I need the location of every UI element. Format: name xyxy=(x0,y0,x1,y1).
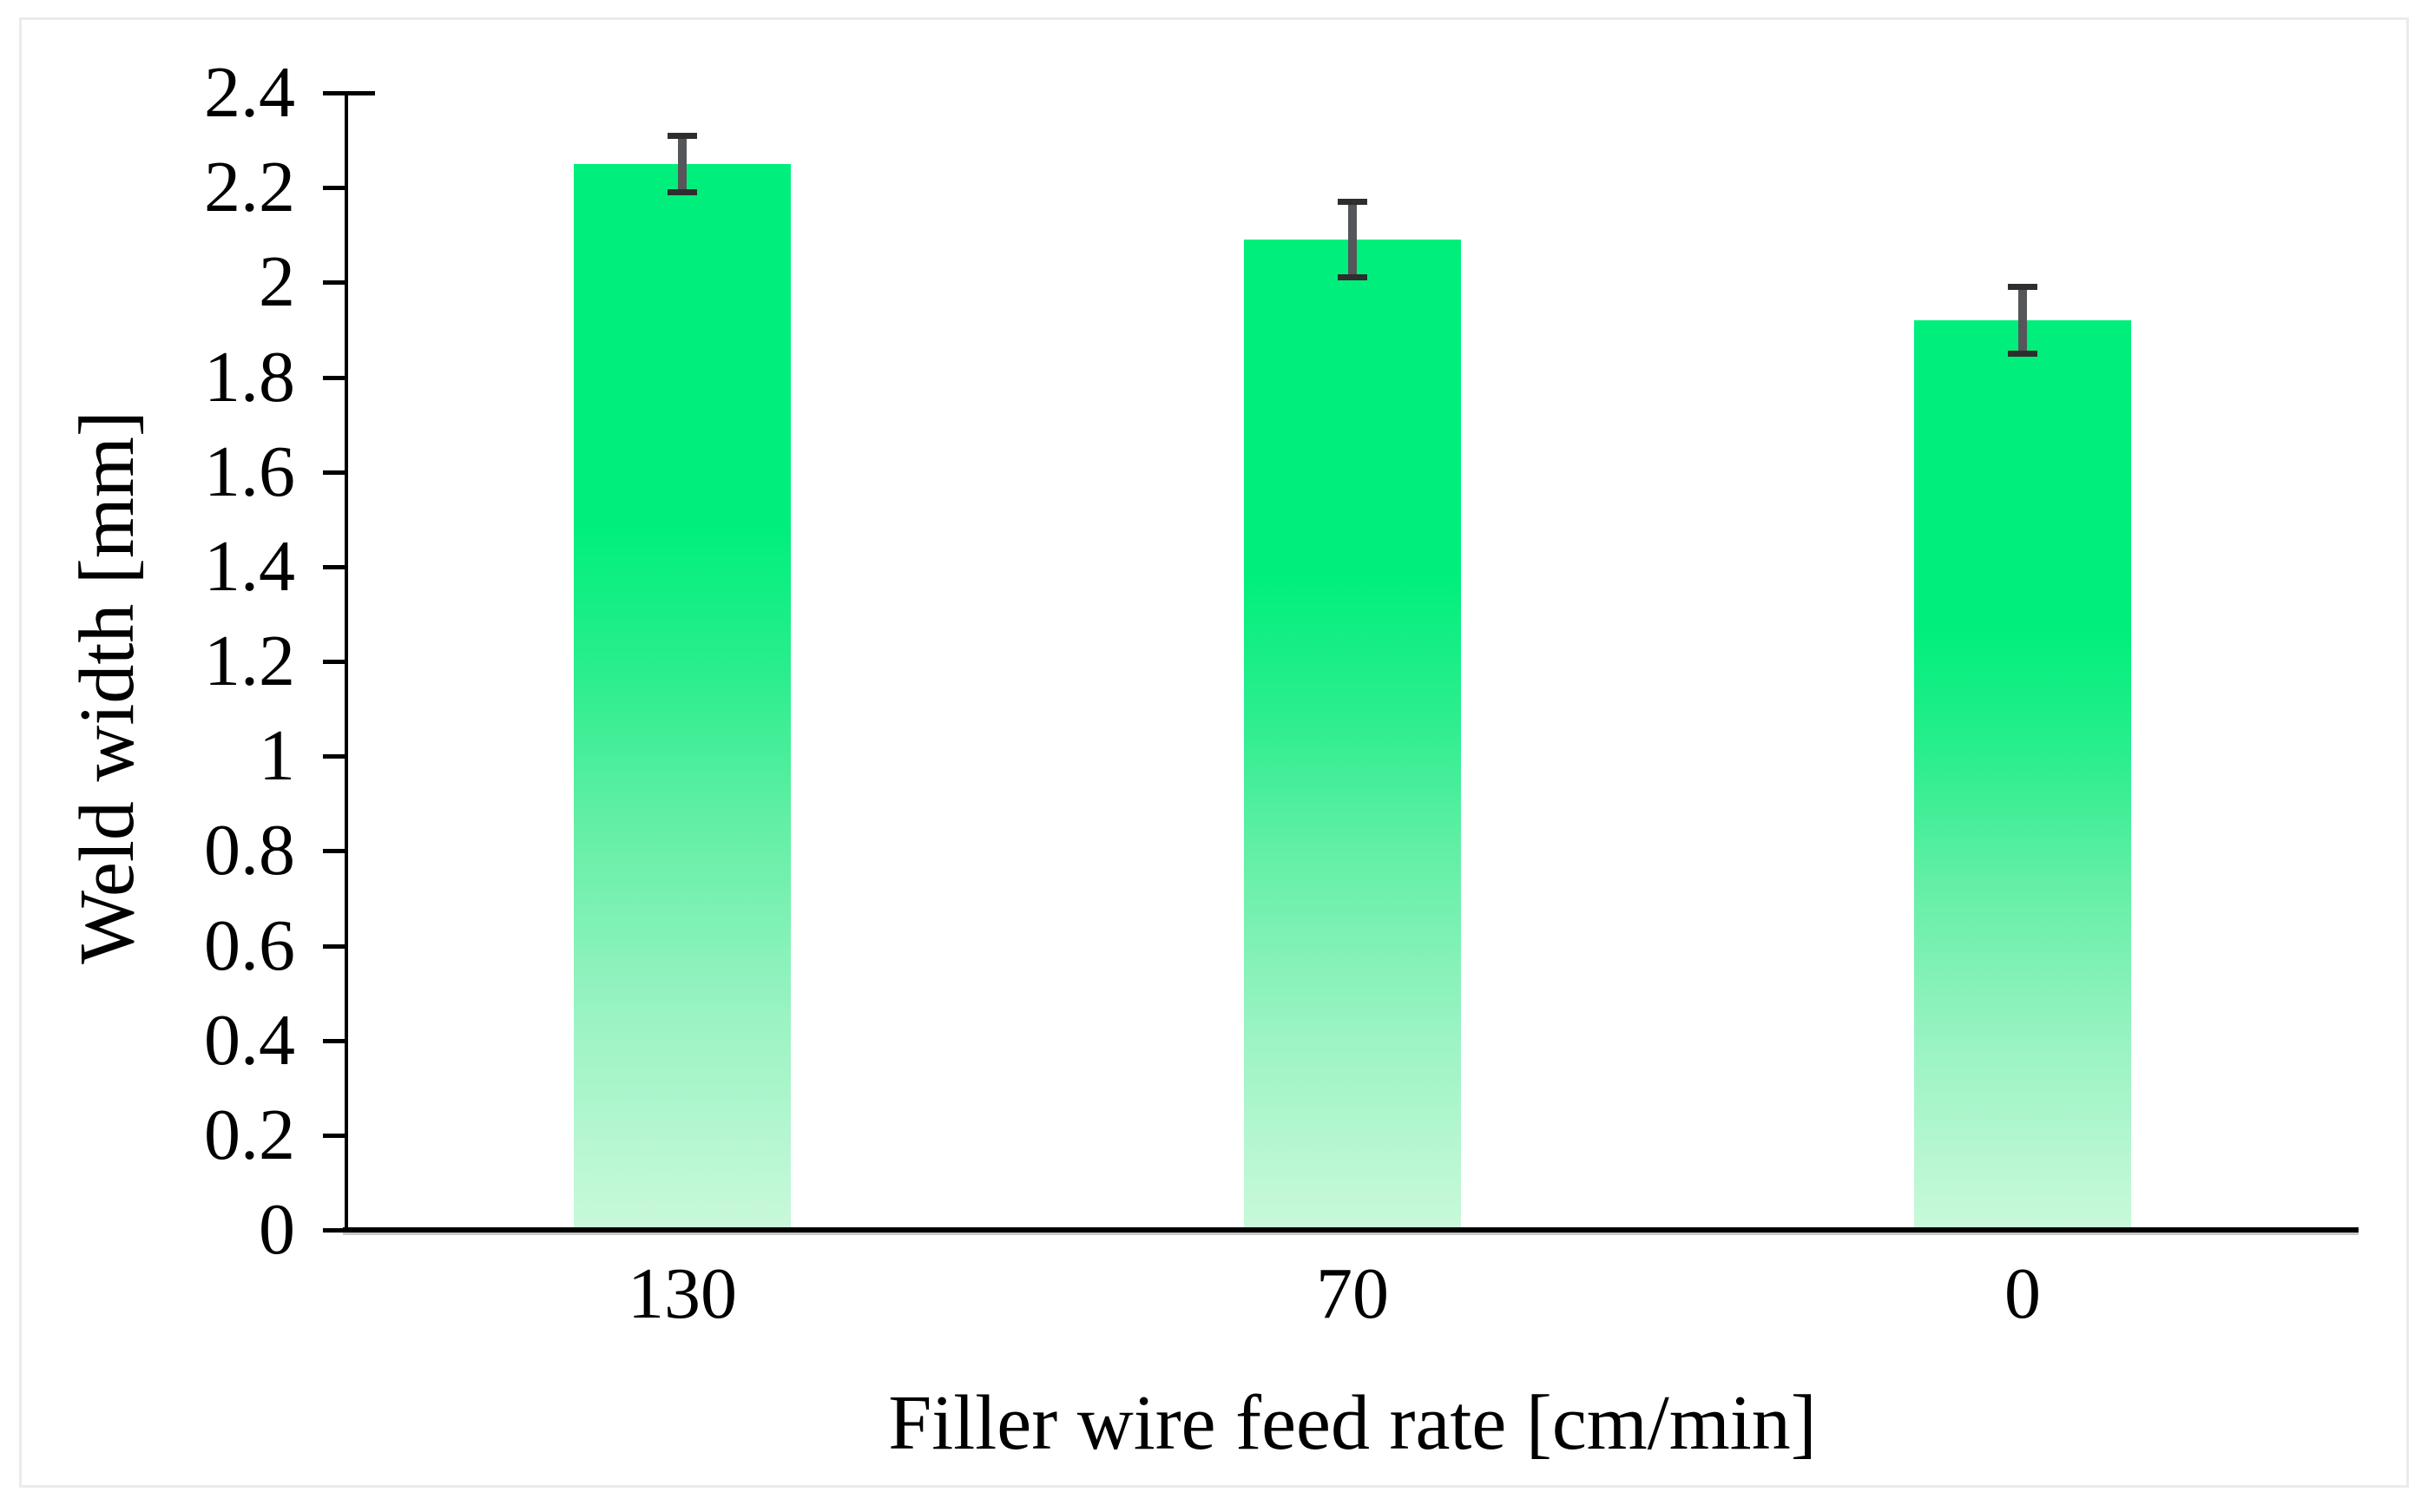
y-axis-tick-label: 0.4 xyxy=(204,999,295,1081)
error-bar-cap-top xyxy=(668,132,697,139)
x-axis-category-label: 130 xyxy=(628,1253,737,1334)
error-bar-whisker xyxy=(678,135,687,193)
y-axis-tick xyxy=(323,849,347,854)
y-axis-tick-label: 0.6 xyxy=(204,904,295,986)
y-axis-tick-label: 1.6 xyxy=(204,431,295,512)
y-axis-tick xyxy=(323,564,347,569)
error-bar-cap-bottom xyxy=(668,189,697,196)
y-axis-tick xyxy=(323,280,347,286)
y-axis-tick-label: 1.4 xyxy=(204,525,295,607)
error-bar-cap-bottom xyxy=(1338,274,1367,281)
y-axis-tick-label: 1.8 xyxy=(204,336,295,417)
error-bar-whisker xyxy=(1348,201,1357,278)
bar-0 xyxy=(1914,320,2131,1228)
bar-130 xyxy=(574,163,791,1228)
y-axis-tick xyxy=(323,91,375,95)
x-axis-category-label: 70 xyxy=(1316,1253,1389,1334)
y-axis-tick-label: 0.2 xyxy=(204,1094,295,1175)
error-bar-whisker xyxy=(2018,286,2027,354)
y-axis-tick xyxy=(323,186,347,191)
y-axis-tick xyxy=(323,1038,347,1043)
y-axis-tick xyxy=(323,1228,347,1233)
x-axis-category-label: 0 xyxy=(2004,1253,2041,1334)
y-axis-tick-label: 2.4 xyxy=(204,52,295,133)
bar-70 xyxy=(1244,240,1461,1228)
x-axis-title: Filler wire feed rate [cm/min] xyxy=(888,1380,1817,1466)
y-axis-tick-label: 1.2 xyxy=(204,621,295,701)
error-bar-cap-top xyxy=(2008,284,2037,291)
error-bar-cap-bottom xyxy=(2008,350,2037,357)
y-axis-tick xyxy=(323,754,347,759)
y-axis-tick-label: 1 xyxy=(259,715,295,797)
y-axis-tick xyxy=(323,943,347,949)
y-axis-line xyxy=(345,91,348,1233)
y-axis-tick xyxy=(323,1133,347,1138)
y-axis-title: Weld width [mm] xyxy=(64,411,150,964)
y-axis-tick-label: 0.8 xyxy=(204,810,295,891)
y-axis-tick-label: 2.2 xyxy=(204,147,295,228)
y-axis-tick-label: 0 xyxy=(259,1189,295,1270)
y-axis-tick-label: 2 xyxy=(259,241,295,323)
x-axis-line xyxy=(343,1227,2359,1233)
y-axis-tick xyxy=(323,375,347,380)
y-axis-tick xyxy=(323,470,347,475)
y-axis-tick xyxy=(323,660,347,664)
error-bar-cap-top xyxy=(1338,199,1367,206)
